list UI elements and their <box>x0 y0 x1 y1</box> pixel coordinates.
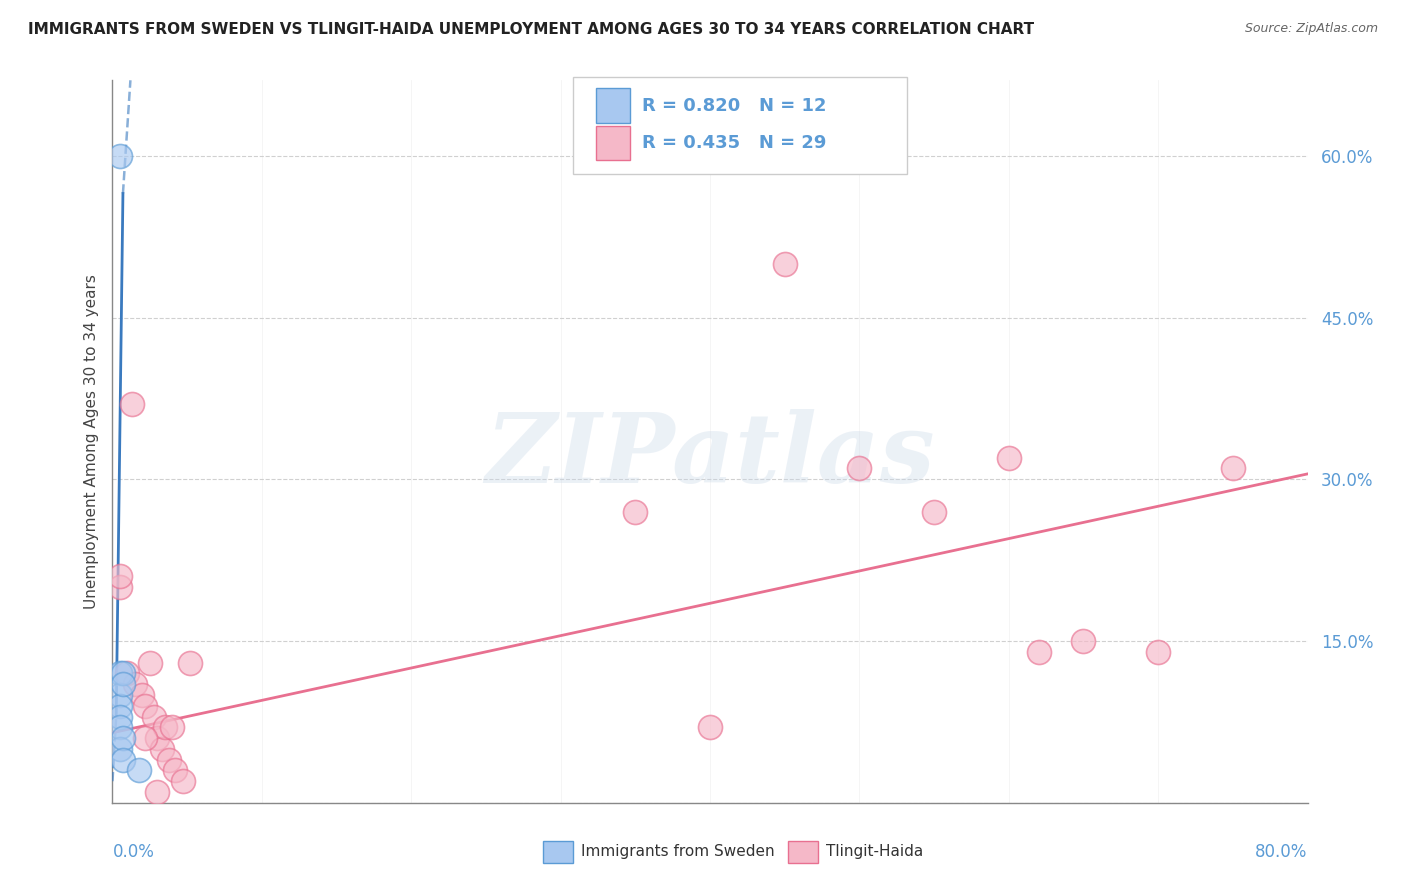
Point <box>150 742 173 756</box>
FancyBboxPatch shape <box>596 126 630 161</box>
Point <box>848 461 870 475</box>
Point <box>143 709 166 723</box>
Text: Tlingit-Haida: Tlingit-Haida <box>825 845 924 859</box>
Point <box>131 688 153 702</box>
Text: ZIPatlas: ZIPatlas <box>485 409 935 503</box>
Text: Immigrants from Sweden: Immigrants from Sweden <box>581 845 775 859</box>
Point <box>111 731 134 745</box>
Point <box>157 753 180 767</box>
FancyBboxPatch shape <box>596 88 630 123</box>
Point <box>108 720 131 734</box>
Y-axis label: Unemployment Among Ages 30 to 34 years: Unemployment Among Ages 30 to 34 years <box>83 274 98 609</box>
Point <box>998 450 1021 465</box>
Point <box>146 731 169 745</box>
Text: R = 0.435   N = 29: R = 0.435 N = 29 <box>643 134 827 153</box>
Text: 0.0%: 0.0% <box>112 843 155 861</box>
Text: Source: ZipAtlas.com: Source: ZipAtlas.com <box>1244 22 1378 36</box>
Point <box>1073 634 1095 648</box>
FancyBboxPatch shape <box>787 841 818 863</box>
Point <box>134 731 156 745</box>
Point <box>699 720 721 734</box>
Point <box>108 688 131 702</box>
FancyBboxPatch shape <box>572 77 907 174</box>
FancyBboxPatch shape <box>543 841 572 863</box>
Point <box>179 656 201 670</box>
Point <box>111 677 134 691</box>
Point <box>111 753 134 767</box>
Point <box>153 720 176 734</box>
Point <box>128 764 150 778</box>
Point <box>108 666 131 681</box>
Point <box>121 397 143 411</box>
Point <box>1028 645 1050 659</box>
Point <box>108 698 131 713</box>
Text: IMMIGRANTS FROM SWEDEN VS TLINGIT-HAIDA UNEMPLOYMENT AMONG AGES 30 TO 34 YEARS C: IMMIGRANTS FROM SWEDEN VS TLINGIT-HAIDA … <box>28 22 1035 37</box>
Point <box>108 149 131 163</box>
Point <box>134 698 156 713</box>
Point <box>162 720 183 734</box>
Point <box>1222 461 1244 475</box>
Point <box>124 677 146 691</box>
Point <box>111 666 134 681</box>
Point <box>146 785 169 799</box>
Point <box>165 764 187 778</box>
Text: R = 0.820   N = 12: R = 0.820 N = 12 <box>643 96 827 114</box>
Point <box>108 742 131 756</box>
Point <box>108 569 131 583</box>
Point <box>922 505 945 519</box>
Point <box>624 505 647 519</box>
Point <box>139 656 162 670</box>
Point <box>172 774 194 789</box>
Point <box>108 580 131 594</box>
Point <box>1147 645 1170 659</box>
Point <box>117 666 139 681</box>
Point <box>773 257 796 271</box>
Text: 80.0%: 80.0% <box>1256 843 1308 861</box>
Point <box>108 709 131 723</box>
